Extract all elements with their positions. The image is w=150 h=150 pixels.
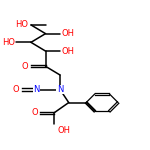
Text: N: N <box>34 85 40 94</box>
Text: OH: OH <box>61 29 74 38</box>
Text: OH: OH <box>57 126 70 135</box>
Text: O: O <box>21 62 28 71</box>
Text: O: O <box>32 108 38 117</box>
Text: HO: HO <box>15 20 28 29</box>
Text: HO: HO <box>2 38 15 47</box>
Text: OH: OH <box>61 46 74 56</box>
Text: O: O <box>13 85 19 94</box>
Text: N: N <box>57 85 63 94</box>
